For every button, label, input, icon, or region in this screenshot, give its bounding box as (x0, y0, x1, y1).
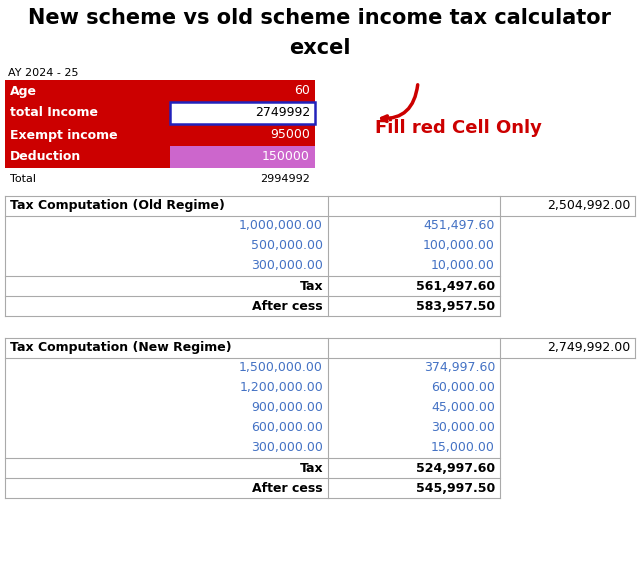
Bar (170, 146, 315, 168)
Text: total Income: total Income (10, 107, 98, 120)
Bar (170, 102, 315, 124)
Text: 1,000,000.00: 1,000,000.00 (239, 219, 323, 232)
Text: 30,000.00: 30,000.00 (431, 421, 495, 434)
Text: 583,957.50: 583,957.50 (416, 299, 495, 312)
Text: 500,000.00: 500,000.00 (251, 240, 323, 253)
Text: 10,000.00: 10,000.00 (431, 259, 495, 272)
Bar (5, 146, 315, 168)
Text: 95000: 95000 (270, 129, 310, 142)
Text: Tax Computation (Old Regime): Tax Computation (Old Regime) (10, 200, 225, 213)
Text: Total: Total (10, 174, 36, 184)
Text: 561,497.60: 561,497.60 (416, 280, 495, 293)
Text: 2,749,992.00: 2,749,992.00 (547, 341, 630, 355)
Text: 1,500,000.00: 1,500,000.00 (239, 362, 323, 374)
Text: 900,000.00: 900,000.00 (251, 402, 323, 415)
Text: 300,000.00: 300,000.00 (251, 442, 323, 455)
Text: 60: 60 (294, 85, 310, 98)
Text: 60,000.00: 60,000.00 (431, 381, 495, 394)
Text: New scheme vs old scheme income tax calculator: New scheme vs old scheme income tax calc… (29, 8, 611, 28)
Text: 45,000.00: 45,000.00 (431, 402, 495, 415)
Text: Tax Computation (New Regime): Tax Computation (New Regime) (10, 341, 232, 355)
Text: Tax: Tax (300, 280, 323, 293)
Bar (5, 102, 315, 124)
Text: 100,000.00: 100,000.00 (423, 240, 495, 253)
Text: 2749992: 2749992 (255, 107, 310, 120)
Bar (5, 124, 315, 146)
Text: After cess: After cess (252, 482, 323, 495)
Text: Exempt income: Exempt income (10, 129, 118, 142)
Text: 150000: 150000 (262, 151, 310, 164)
Text: 545,997.50: 545,997.50 (416, 482, 495, 495)
Text: Fill red Cell Only: Fill red Cell Only (374, 119, 541, 137)
Text: 2994992: 2994992 (260, 174, 310, 184)
Text: 300,000.00: 300,000.00 (251, 259, 323, 272)
Text: 451,497.60: 451,497.60 (424, 219, 495, 232)
Bar (5, 80, 315, 102)
Text: 15,000.00: 15,000.00 (431, 442, 495, 455)
Text: Deduction: Deduction (10, 151, 81, 164)
Text: 374,997.60: 374,997.60 (424, 362, 495, 374)
Text: 600,000.00: 600,000.00 (251, 421, 323, 434)
Text: Tax: Tax (300, 461, 323, 474)
Text: AY 2024 - 25: AY 2024 - 25 (8, 68, 79, 78)
Text: After cess: After cess (252, 299, 323, 312)
Text: excel: excel (289, 38, 351, 58)
Text: 2,504,992.00: 2,504,992.00 (547, 200, 630, 213)
Text: 1,200,000.00: 1,200,000.00 (239, 381, 323, 394)
Text: Age: Age (10, 85, 37, 98)
Text: 524,997.60: 524,997.60 (416, 461, 495, 474)
